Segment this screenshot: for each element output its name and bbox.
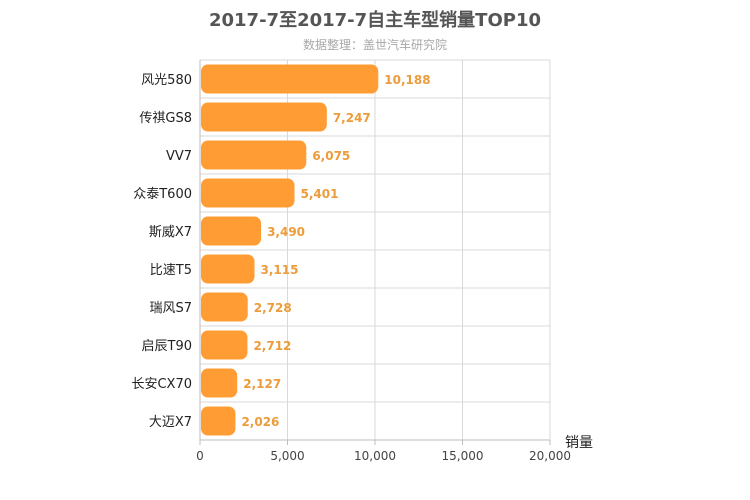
x-tick-label: 15,000 (442, 449, 484, 463)
chart-subtitle: 数据整理：盖世汽车研究院 (302, 38, 447, 52)
data-label: 5,401 (301, 187, 339, 201)
bar (201, 330, 248, 360)
category-label: 风光580 (141, 73, 192, 88)
bar (201, 292, 248, 322)
x-tick-label: 0 (196, 449, 204, 463)
data-label: 3,490 (267, 225, 305, 239)
x-tick-label: 10,000 (354, 449, 396, 463)
category-label: 传祺GS8 (139, 111, 192, 126)
bar (201, 254, 255, 284)
category-label: 众泰T600 (133, 187, 192, 202)
bar (201, 64, 379, 94)
x-tick-label: 20,000 (529, 449, 571, 463)
bar (201, 406, 236, 436)
bar (201, 216, 262, 246)
category-label: VV7 (166, 149, 192, 164)
data-label: 2,728 (254, 301, 292, 315)
category-label: 长安CX70 (131, 377, 192, 392)
category-label: 比速T5 (150, 263, 192, 278)
category-label: 大迈X7 (149, 415, 192, 430)
bar (201, 102, 327, 132)
data-label: 2,127 (243, 377, 281, 391)
data-label: 3,115 (261, 263, 299, 277)
bar (201, 140, 307, 170)
x-tick-label: 5,000 (270, 449, 304, 463)
category-label: 瑞风S7 (149, 301, 192, 316)
x-axis-title: 销量 (565, 435, 593, 451)
data-label: 7,247 (333, 111, 371, 125)
chart-title: 2017-7至2017-7自主车型销量TOP10 (208, 10, 541, 31)
category-label: 启辰T90 (142, 339, 192, 354)
bar (201, 368, 238, 398)
bar (201, 178, 295, 208)
data-label: 10,188 (384, 73, 430, 87)
data-label: 2,026 (241, 415, 279, 429)
data-label: 6,075 (312, 149, 350, 163)
category-label: 斯威X7 (149, 225, 192, 240)
data-label: 2,712 (253, 339, 291, 353)
